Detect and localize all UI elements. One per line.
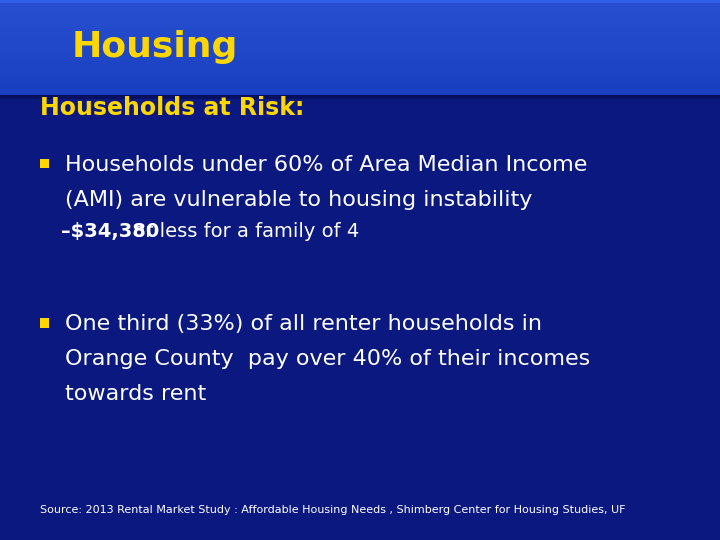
Text: Housing: Housing	[72, 30, 238, 64]
Bar	[0, 28, 720, 33]
Bar	[0, 43, 720, 47]
Bar	[0, 33, 720, 38]
Text: Source: 2013 Rental Market Study : Affordable Housing Needs , Shimberg Center fo: Source: 2013 Rental Market Study : Affor…	[40, 505, 625, 515]
Bar	[0, 71, 720, 76]
Text: (AMI) are vulnerable to housing instability: (AMI) are vulnerable to housing instabil…	[65, 190, 532, 210]
Bar	[40, 318, 49, 327]
Bar	[0, 38, 720, 43]
Text: Households at Risk:: Households at Risk:	[40, 96, 304, 120]
Bar	[0, 90, 720, 94]
Bar	[40, 159, 49, 168]
Bar	[0, 0, 720, 3]
Bar	[0, 24, 720, 29]
Bar	[0, 94, 720, 99]
Bar	[0, 52, 720, 57]
Bar	[0, 14, 720, 19]
Bar	[0, 47, 720, 52]
Bar	[0, 76, 720, 80]
Text: Orange County  pay over 40% of their incomes: Orange County pay over 40% of their inco…	[65, 349, 590, 369]
Text: towards rent: towards rent	[65, 384, 206, 404]
Bar	[0, 19, 720, 24]
Bar	[0, 10, 720, 14]
Text: Households under 60% of Area Median Income: Households under 60% of Area Median Inco…	[65, 154, 588, 175]
Bar	[0, 0, 720, 5]
Bar	[0, 66, 720, 71]
Bar	[0, 62, 720, 66]
Bar	[0, 85, 720, 90]
Bar	[0, 5, 720, 10]
Text: or less for a family of 4: or less for a family of 4	[127, 222, 360, 241]
Text: –$34,380: –$34,380	[61, 222, 159, 241]
Text: One third (33%) of all renter households in: One third (33%) of all renter households…	[65, 314, 541, 334]
Bar	[0, 57, 720, 62]
Bar	[0, 80, 720, 85]
